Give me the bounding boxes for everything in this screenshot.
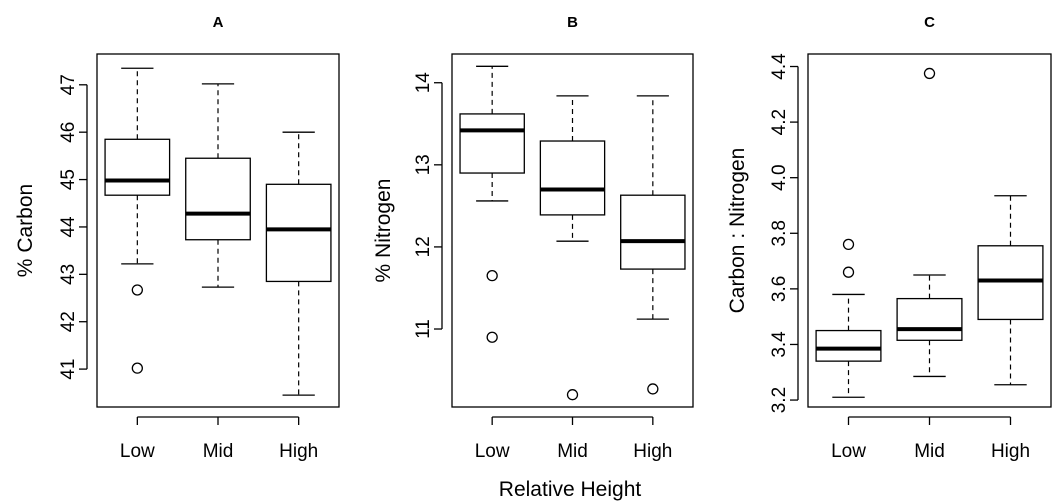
y-tick-label: 42 bbox=[58, 311, 79, 332]
iqr-box bbox=[896, 297, 963, 341]
panel-title: B bbox=[567, 14, 578, 31]
y-tick-label: 14 bbox=[413, 72, 434, 94]
box-mid bbox=[896, 67, 963, 378]
y-tick-label: 3.4 bbox=[769, 331, 790, 358]
x-tick-label: Low bbox=[475, 441, 510, 462]
y-axis-label: % Carbon bbox=[14, 184, 37, 277]
iqr-box bbox=[265, 183, 332, 283]
iqr-box bbox=[977, 245, 1044, 321]
plot-frame bbox=[96, 53, 340, 408]
iqr-box bbox=[185, 157, 251, 241]
x-tick-label: Mid bbox=[557, 441, 588, 462]
x-tick-label: High bbox=[279, 441, 318, 462]
x-tick-label: High bbox=[991, 441, 1030, 462]
x-tick-label: Mid bbox=[914, 441, 945, 462]
box-high bbox=[265, 131, 332, 396]
plot-frame bbox=[451, 53, 694, 408]
y-tick-label: 3.6 bbox=[769, 276, 790, 302]
y-tick-label: 4.0 bbox=[769, 164, 790, 190]
y-tick-label: 3.8 bbox=[769, 220, 790, 246]
box-high bbox=[977, 195, 1044, 386]
box-mid bbox=[539, 95, 606, 401]
panel-b: B % Nitrogen 11 12 13 14 Low Mid High bbox=[372, 14, 694, 462]
outlier-point bbox=[486, 270, 498, 282]
x-tick-label: High bbox=[633, 441, 672, 462]
y-axis-label: Carbon : Nitrogen bbox=[726, 148, 749, 314]
box-low bbox=[815, 238, 882, 398]
outlier-point bbox=[842, 266, 855, 278]
y-tick-label: 44 bbox=[58, 216, 79, 238]
y-tick-label: 12 bbox=[413, 236, 434, 257]
iqr-box bbox=[620, 194, 686, 270]
panel-c: C Carbon : Nitrogen 3.2 3.4 3.6 3.8 4.0 4.2 4.4 L… bbox=[726, 14, 1052, 462]
y-tick-label: 41 bbox=[58, 359, 79, 380]
outlier-point bbox=[647, 383, 659, 395]
iqr-box bbox=[815, 329, 882, 362]
y-tick-label: 47 bbox=[58, 74, 79, 95]
panel-a: A % Carbon 41 42 43 44 45 46 47 Low Mid High bbox=[14, 14, 340, 462]
y-tick-label: 46 bbox=[58, 122, 79, 143]
x-tick-label: Low bbox=[120, 441, 155, 462]
outlier-point bbox=[842, 238, 855, 251]
y-tick-label: 43 bbox=[58, 264, 79, 285]
outlier-point bbox=[131, 284, 143, 296]
panel-title: A bbox=[213, 14, 224, 31]
outlier-point bbox=[566, 389, 579, 401]
box-mid bbox=[185, 83, 251, 288]
outlier-point bbox=[131, 362, 143, 374]
box-low bbox=[104, 67, 171, 374]
plot-frame bbox=[807, 53, 1052, 408]
iqr-box bbox=[104, 138, 171, 196]
box-low bbox=[459, 65, 525, 343]
y-tick-label: 11 bbox=[413, 319, 434, 339]
outlier-point bbox=[923, 67, 936, 80]
outlier-point bbox=[486, 331, 498, 343]
iqr-box bbox=[539, 140, 606, 216]
y-tick-label: 4.2 bbox=[769, 109, 790, 135]
y-axis-label: % Nitrogen bbox=[372, 179, 395, 283]
x-axis-label: Relative Height bbox=[499, 478, 642, 501]
y-tick-label: 3.2 bbox=[769, 387, 790, 413]
panel-title: C bbox=[924, 14, 935, 31]
y-tick-label: 45 bbox=[58, 169, 79, 190]
y-tick-label: 13 bbox=[413, 154, 434, 175]
y-tick-label: 4.4 bbox=[769, 53, 790, 80]
x-tick-label: Low bbox=[831, 441, 866, 462]
box-high bbox=[620, 95, 686, 395]
iqr-box bbox=[459, 113, 525, 174]
x-tick-label: Mid bbox=[203, 441, 234, 462]
